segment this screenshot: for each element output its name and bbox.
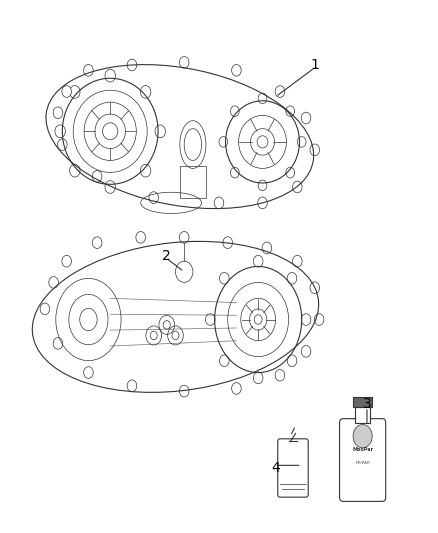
Circle shape [92,237,102,248]
Circle shape [258,93,267,104]
Circle shape [223,237,233,248]
Circle shape [293,255,302,267]
Circle shape [53,107,63,118]
Circle shape [105,181,116,193]
Circle shape [230,106,239,116]
Circle shape [62,255,71,267]
Circle shape [275,369,285,381]
Circle shape [127,380,137,392]
Text: MOPAR: MOPAR [355,461,370,465]
Circle shape [219,272,229,284]
Circle shape [232,383,241,394]
Circle shape [287,272,297,284]
Circle shape [310,282,320,294]
Circle shape [53,337,63,349]
Circle shape [140,86,151,98]
Circle shape [353,424,372,448]
Text: 2: 2 [162,249,171,263]
Circle shape [180,385,189,397]
Circle shape [55,125,65,138]
Circle shape [70,164,80,177]
Circle shape [92,171,102,182]
Circle shape [127,59,137,71]
Circle shape [258,197,267,209]
Circle shape [136,231,145,243]
Circle shape [230,167,239,178]
Circle shape [286,167,295,178]
Circle shape [310,144,320,156]
Bar [180,166,206,198]
Circle shape [262,242,272,254]
Circle shape [49,277,58,288]
Circle shape [293,181,302,193]
Circle shape [253,372,263,384]
Circle shape [275,86,285,98]
Circle shape [301,314,311,325]
Circle shape [314,314,324,325]
Circle shape [219,136,228,147]
Circle shape [149,192,159,204]
Circle shape [301,345,311,357]
Circle shape [57,139,67,150]
Circle shape [297,136,306,147]
Circle shape [180,56,189,68]
Circle shape [40,303,49,315]
Circle shape [155,125,166,138]
Circle shape [62,86,71,98]
Bar [355,407,371,423]
Circle shape [232,64,241,76]
Circle shape [253,255,263,267]
Circle shape [286,106,295,116]
Circle shape [301,112,311,124]
Text: MooPar: MooPar [352,447,373,452]
Text: 3: 3 [363,398,371,411]
Circle shape [205,314,215,325]
Circle shape [219,355,229,367]
Circle shape [84,64,93,76]
Text: 4: 4 [271,461,280,475]
FancyBboxPatch shape [278,439,308,497]
Circle shape [214,197,224,209]
Circle shape [140,164,151,177]
Circle shape [70,86,80,98]
Text: 1: 1 [310,58,319,72]
Circle shape [180,231,189,243]
Circle shape [105,69,116,82]
FancyBboxPatch shape [339,419,386,502]
Bar [353,398,372,407]
Circle shape [258,180,267,191]
Circle shape [84,367,93,378]
Circle shape [287,355,297,367]
